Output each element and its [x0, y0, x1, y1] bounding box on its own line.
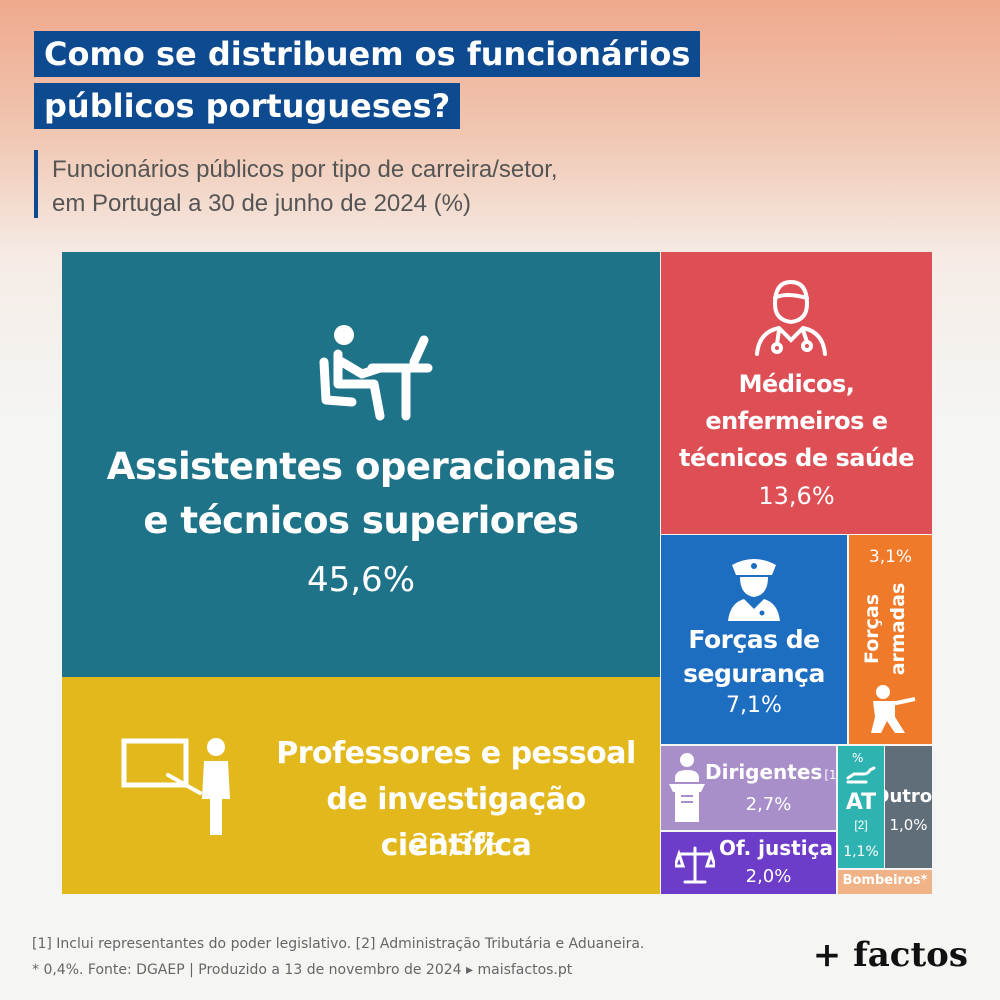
cell-value: 2,7% — [745, 794, 792, 815]
footnote-marker: [2] — [854, 818, 868, 832]
title-line-1: Como se distribuem os funcionários — [34, 31, 701, 77]
cell-label-line: Médicos, — [738, 370, 855, 398]
cell-value: 2,0% — [745, 866, 792, 887]
soldier-icon — [871, 685, 916, 733]
teacher-icon — [121, 738, 230, 835]
cell-value: 3,1% — [868, 547, 913, 567]
cell-label: Outros — [885, 786, 932, 807]
scales-icon — [675, 846, 715, 884]
brand-logo: + factos — [812, 935, 968, 975]
police-icon — [728, 559, 780, 621]
cell-label-line: Forças de — [688, 625, 820, 654]
cell-value: 23,3% — [411, 827, 501, 860]
treemap-chart: Assistentes operacionais e técnicos supe… — [62, 252, 932, 894]
cell-outros: Outros 1,0% — [885, 746, 932, 868]
cell-bombeiros: Bombeiros* — [838, 870, 932, 894]
podium-icon — [669, 753, 705, 822]
doctor-icon — [755, 279, 827, 356]
cell-label-rotated: Forças armadas — [859, 569, 919, 689]
footnote-marker: [1] — [824, 768, 836, 782]
cell-value: 45,6% — [306, 560, 415, 600]
cell-label: Bombeiros* — [842, 873, 928, 888]
footnote-1: [1] Inclui representantes do poder legis… — [32, 936, 645, 952]
cell-label-text: Dirigentes — [705, 760, 823, 784]
cell-label-line: Assistentes operacionais — [106, 445, 616, 488]
subtitle-accent-bar — [34, 150, 38, 218]
cell-label-line: técnicos de saúde — [679, 444, 914, 472]
cell-label-line: de investigação científica — [326, 782, 586, 863]
cell-label-line: enfermeiros e — [705, 407, 888, 435]
percent-glyph: % — [852, 751, 863, 765]
cell-label-line: Forças — [861, 593, 883, 665]
title-line-2: públicos portugueses? — [34, 83, 461, 129]
cell-label-line: Professores e pessoal — [276, 736, 636, 771]
cell-forcas-seguranca: Forças de segurança 7,1% — [661, 535, 847, 744]
cell-label: Of. justiça — [719, 836, 833, 860]
tax-hand-icon: % — [846, 751, 876, 784]
footnote-2: * 0,4%. Fonte: DGAEP | Produzido a 13 de… — [32, 962, 573, 978]
cell-value: 7,1% — [726, 693, 782, 718]
cell-medicos: Médicos, enfermeiros e técnicos de saúde… — [661, 252, 932, 534]
cell-label: Dirigentes[1] — [705, 760, 836, 784]
subtitle-line-1: Funcionários públicos por tipo de carrei… — [52, 156, 558, 183]
cell-at: % AT [2] 1,1% — [838, 746, 884, 868]
cell-value: 1,1% — [843, 844, 879, 860]
cell-dirigentes: Dirigentes[1] 2,7% — [661, 746, 836, 830]
cell-label: AT — [845, 790, 877, 815]
cell-assistentes: Assistentes operacionais e técnicos supe… — [62, 252, 660, 677]
cell-oficiais-justica: Of. justiça 2,0% — [661, 832, 836, 894]
desk-worker-icon — [319, 325, 433, 421]
cell-label-line: segurança — [683, 659, 825, 688]
cell-label-line: armadas — [887, 582, 909, 676]
cell-forcas-armadas: 3,1% Forças armadas — [849, 535, 932, 744]
subtitle-line-2: em Portugal a 30 de junho de 2024 (%) — [52, 190, 471, 217]
cell-professores: Professores e pessoal de investigação ci… — [62, 677, 660, 894]
cell-value: 1,0% — [889, 816, 928, 834]
cell-value: 13,6% — [758, 482, 835, 510]
cell-label-line: e técnicos superiores — [143, 499, 579, 542]
